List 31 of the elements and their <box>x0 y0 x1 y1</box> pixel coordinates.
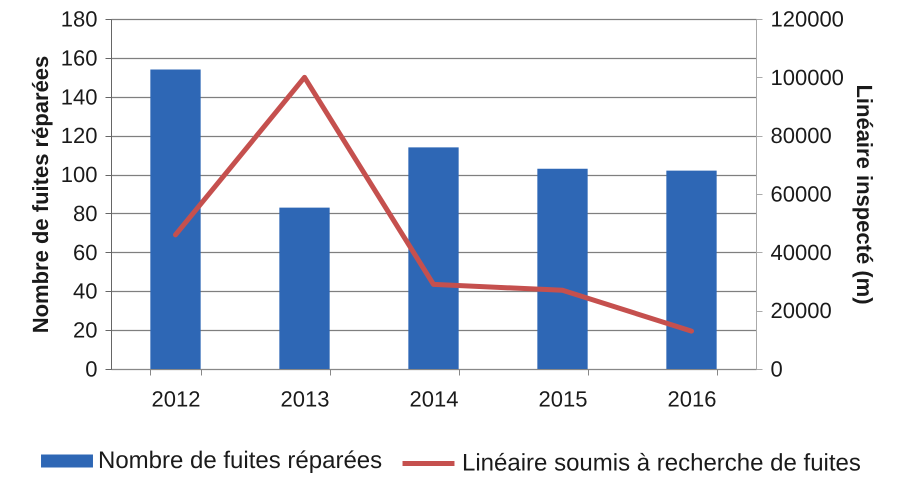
legend-label: Nombre de fuites réparées <box>98 447 382 474</box>
y-tick-label: 160 <box>60 45 98 70</box>
y2-tick-label: 80000 <box>770 123 832 148</box>
x-tick-label: 2016 <box>668 386 716 412</box>
y-tick-label: 40 <box>73 278 98 304</box>
y2-tick-label: 100000 <box>770 64 844 90</box>
y-axis-title: Nombre de fuites réparées <box>28 56 53 334</box>
y2-tick-label: 60000 <box>770 182 832 206</box>
bar <box>279 208 330 369</box>
x-tick-label: 2014 <box>410 386 458 412</box>
y-tick-label: 60 <box>73 240 98 265</box>
y-tick-label: 120 <box>60 123 98 148</box>
y2-tick-label: 120000 <box>770 6 844 32</box>
y-tick-label: 100 <box>60 162 98 188</box>
x-tick-label: 2015 <box>538 386 588 412</box>
bar <box>666 170 717 369</box>
bar <box>150 70 201 369</box>
legend-label: Linéaire soumis à recherche de fuites <box>462 450 861 476</box>
y-tick-label: 140 <box>60 84 98 110</box>
y2-tick-label: 20000 <box>770 298 832 324</box>
y-tick-label: 80 <box>73 200 98 226</box>
bar <box>537 168 588 369</box>
y2-tick-label: 40000 <box>770 240 832 265</box>
bar <box>408 147 459 369</box>
y2-axis-title: Linéaire inspecté (m) <box>852 84 877 305</box>
y-tick-label: 180 <box>60 6 98 32</box>
y-tick-label: 0 <box>85 356 98 382</box>
x-tick-label: 2012 <box>152 386 200 412</box>
x-tick-label: 2013 <box>280 386 330 412</box>
y2-tick-label: 0 <box>770 356 783 382</box>
y-tick-label: 20 <box>73 318 98 343</box>
